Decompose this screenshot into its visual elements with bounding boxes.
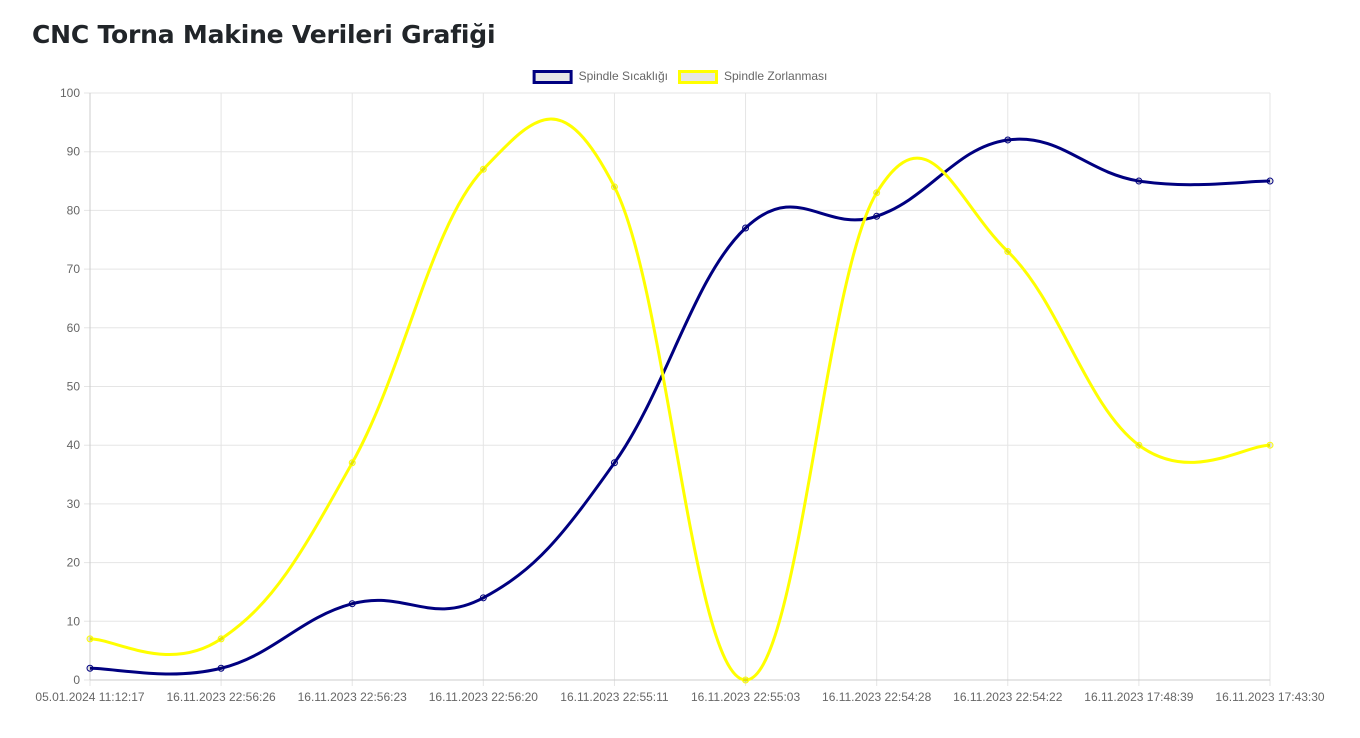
- data-point[interactable]: [86, 664, 94, 672]
- data-point[interactable]: [86, 635, 94, 643]
- chart-series: [86, 117, 1274, 684]
- y-tick-label: 60: [67, 321, 81, 335]
- data-point[interactable]: [1004, 136, 1012, 144]
- y-tick-label: 20: [67, 556, 81, 570]
- legend-swatch: [678, 70, 718, 84]
- y-tick-label: 40: [67, 438, 81, 452]
- series-line: [89, 117, 1271, 682]
- chart-legend[interactable]: Spindle Sıcaklığı Spindle Zorlanması: [532, 69, 828, 84]
- x-tick-label: 16.11.2023 22:56:26: [167, 690, 277, 704]
- chart-grid: [84, 92, 1271, 686]
- series-1: [86, 117, 1274, 684]
- series-0: [86, 136, 1274, 676]
- y-tick-label: 0: [73, 673, 80, 687]
- data-point[interactable]: [217, 635, 225, 643]
- legend-label: Spindle Sıcaklığı: [579, 69, 668, 83]
- x-tick-label: 16.11.2023 22:56:20: [429, 690, 539, 704]
- x-tick-label: 16.11.2023 22:54:28: [822, 690, 932, 704]
- data-point[interactable]: [873, 212, 881, 220]
- data-point[interactable]: [348, 459, 356, 467]
- data-point[interactable]: [479, 594, 487, 602]
- y-tick-label: 10: [67, 614, 81, 628]
- x-tick-label: 16.11.2023 17:48:39: [1084, 690, 1194, 704]
- legend-item[interactable]: Spindle Sıcaklığı: [532, 69, 668, 84]
- data-point[interactable]: [348, 600, 356, 608]
- y-tick-label: 90: [67, 145, 81, 159]
- y-tick-label: 30: [67, 497, 81, 511]
- data-point[interactable]: [479, 165, 487, 173]
- page-title: CNC Torna Makine Verileri Grafiği: [32, 20, 496, 49]
- y-tick-label: 70: [67, 262, 81, 276]
- data-point[interactable]: [610, 183, 618, 191]
- series-line: [89, 137, 1271, 676]
- data-point[interactable]: [742, 224, 750, 232]
- data-point[interactable]: [1266, 441, 1274, 449]
- y-tick-label: 50: [67, 380, 81, 394]
- legend-item[interactable]: Spindle Zorlanması: [678, 69, 828, 84]
- data-point[interactable]: [1135, 177, 1143, 185]
- x-tick-label: 16.11.2023 22:55:03: [691, 690, 801, 704]
- data-point[interactable]: [873, 189, 881, 197]
- x-tick-label: 16.11.2023 22:56:23: [298, 690, 408, 704]
- data-point[interactable]: [1266, 177, 1274, 185]
- x-axis: 05.01.2024 11:12:17 16.11.2023 22:56:26 16…: [35, 690, 1325, 704]
- x-tick-label: 16.11.2023 17:43:30: [1215, 690, 1325, 704]
- legend-label: Spindle Zorlanması: [724, 69, 827, 83]
- y-tick-label: 100: [60, 86, 80, 100]
- x-tick-label: 05.01.2024 11:12:17: [35, 690, 145, 704]
- data-point[interactable]: [1135, 441, 1143, 449]
- data-point[interactable]: [610, 459, 618, 467]
- y-axis: 0 10 20 30 40 50 60 70 80 90 100: [60, 86, 80, 687]
- data-point[interactable]: [742, 676, 750, 684]
- legend-swatch: [532, 70, 573, 84]
- data-point[interactable]: [1004, 247, 1012, 255]
- y-tick-label: 80: [67, 203, 81, 217]
- x-tick-label: 16.11.2023 22:55:11: [560, 690, 669, 704]
- x-tick-label: 16.11.2023 22:54:22: [953, 690, 1063, 704]
- data-point[interactable]: [217, 664, 225, 672]
